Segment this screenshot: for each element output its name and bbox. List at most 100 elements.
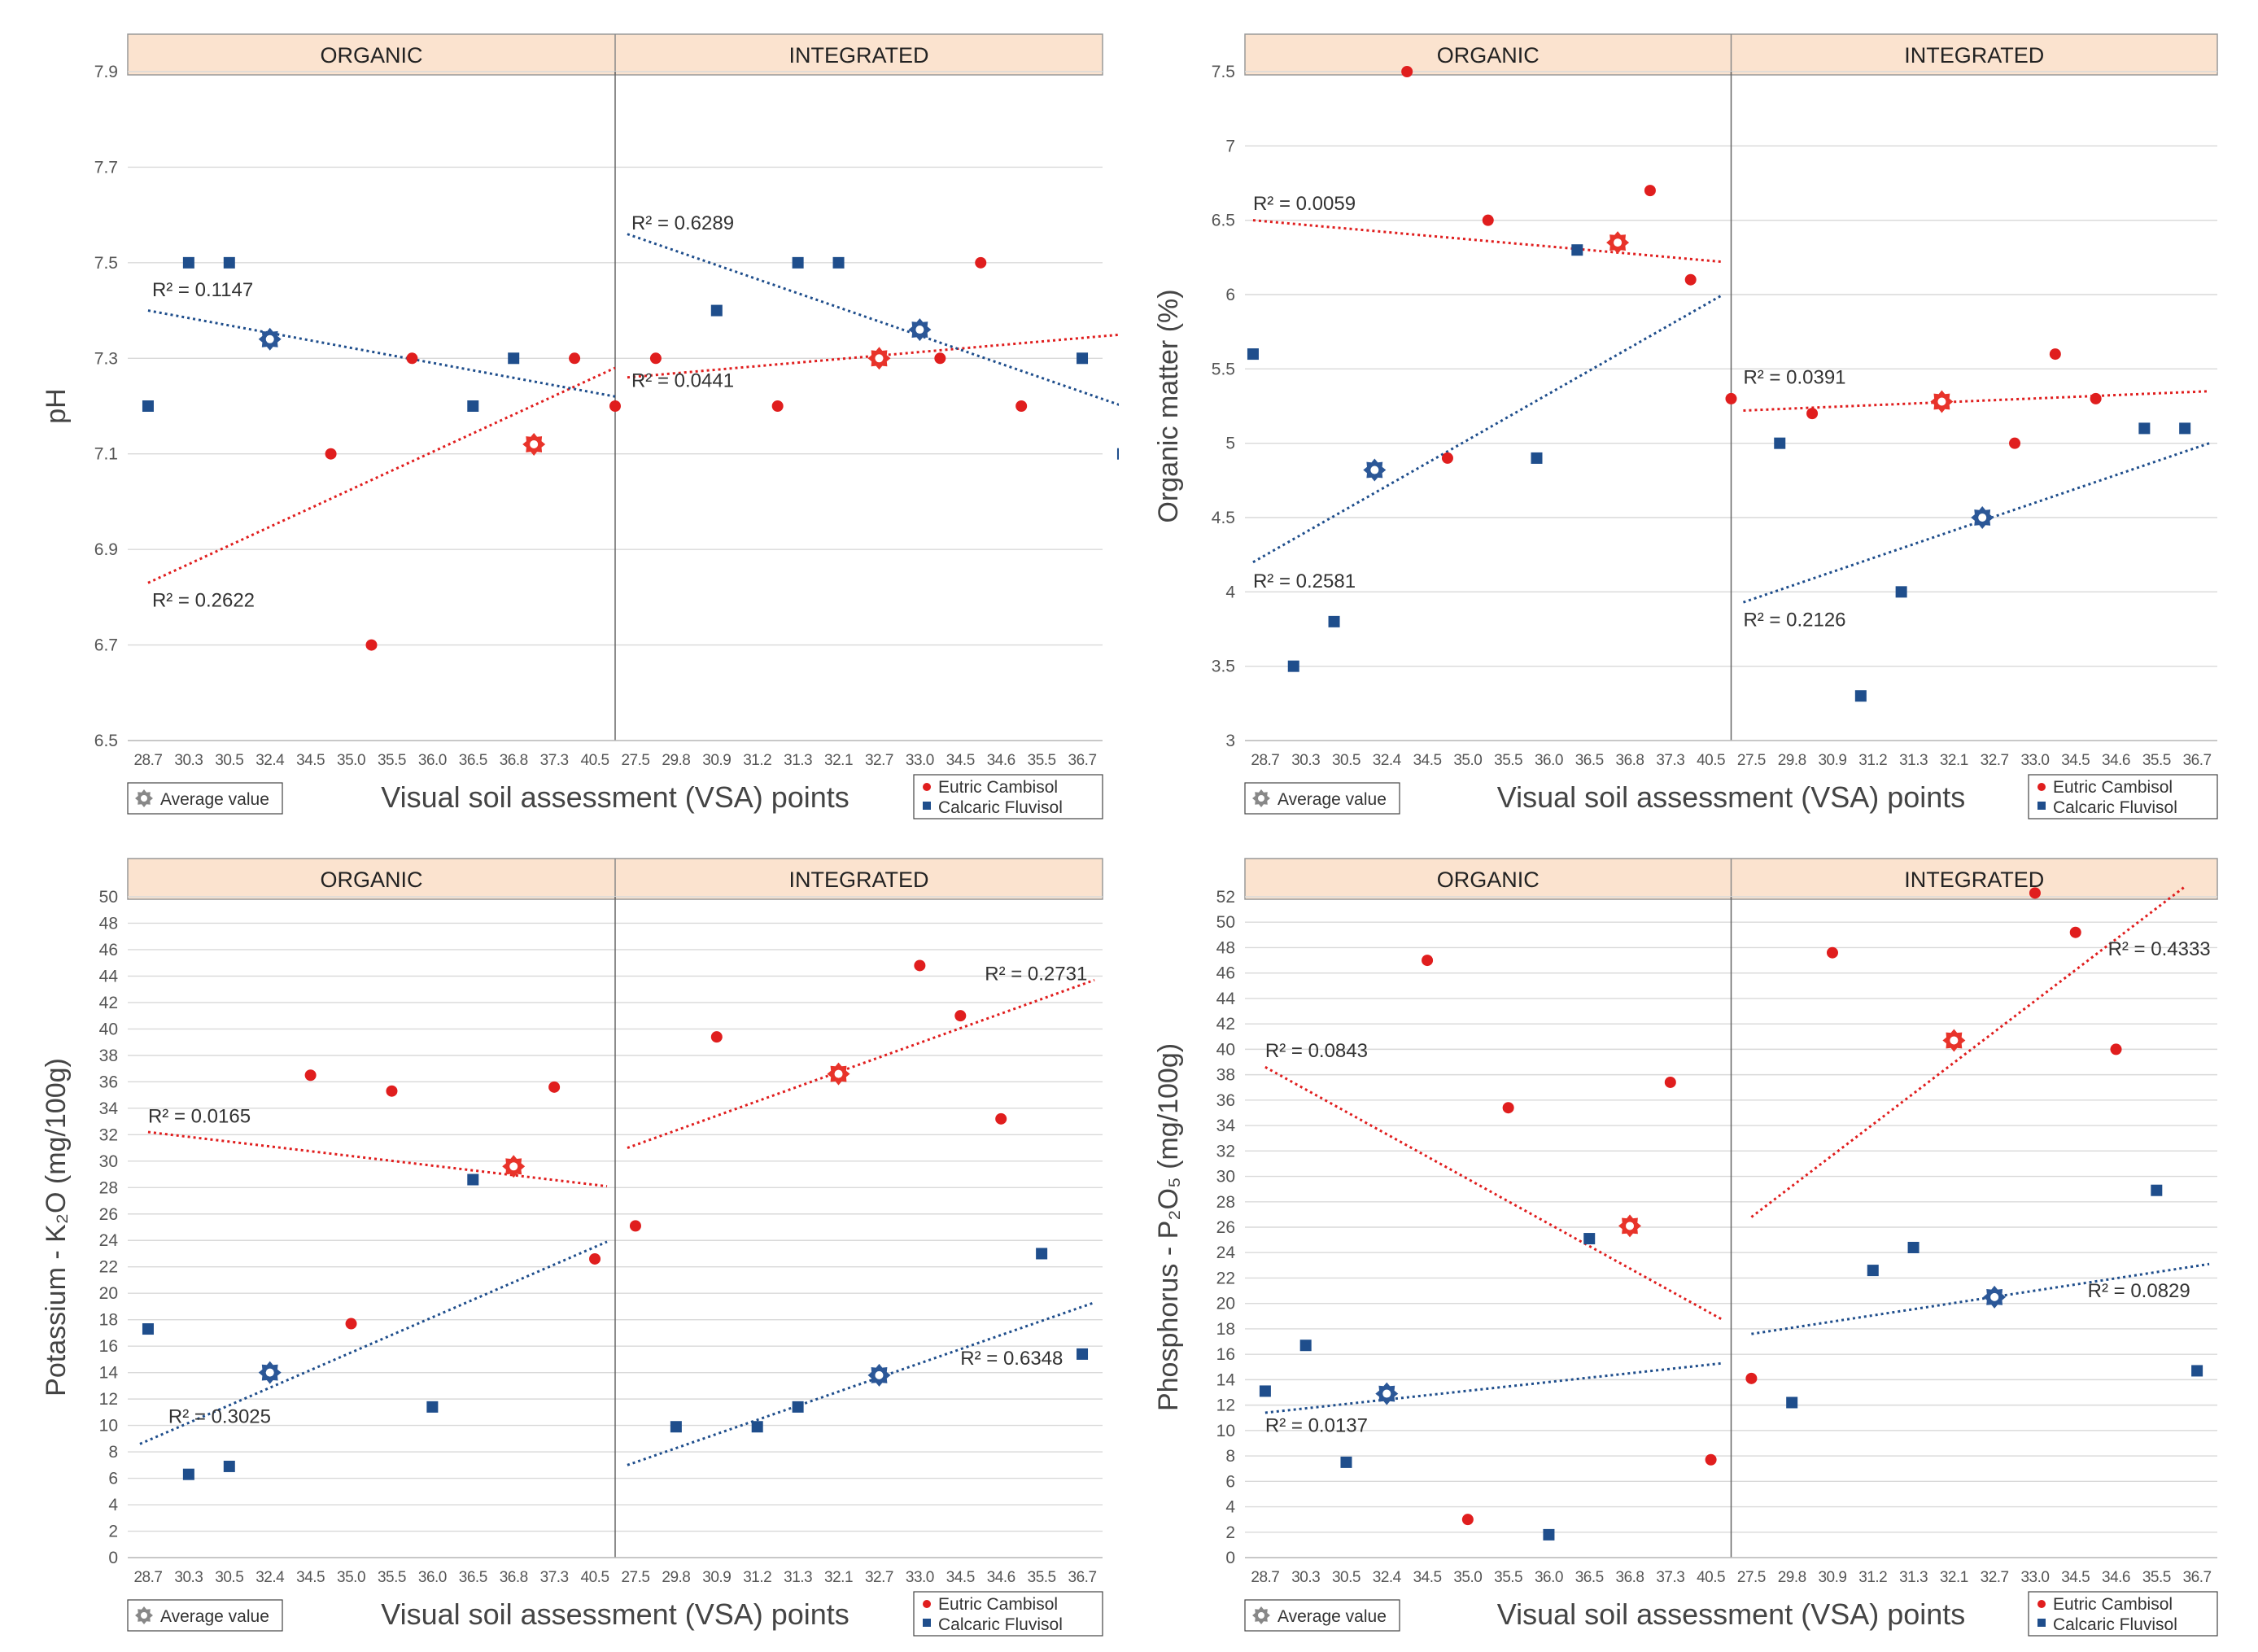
r-squared-label: R² = 0.6348 <box>960 1348 1063 1370</box>
panel-potassium: ORGANIC INTEGRATED 0 2 4 6 8 10 12 14 16 18 20 22 24 26… <box>0 822 1119 1648</box>
x-tick-label: 29.8 <box>1778 1569 1806 1586</box>
average-marker-icon <box>1618 1214 1641 1238</box>
data-point-eutric <box>2110 1043 2122 1055</box>
x-tick-label: 31.3 <box>784 1569 812 1586</box>
data-point-eutric <box>1401 66 1413 77</box>
trendline <box>1743 390 2210 412</box>
x-tick-label: 34.5 <box>296 752 325 769</box>
data-point-calcaric <box>1531 452 1543 464</box>
x-tick-label: 36.7 <box>1068 1569 1097 1586</box>
chart-organic-matter: ORGANIC INTEGRATED 3 3.5 4 4.5 5 5.5 6 6.5 7 7.5 28.… <box>1153 33 2218 819</box>
data-point-calcaric <box>142 1323 154 1335</box>
r-squared-label: R² = 0.3025 <box>168 1405 271 1427</box>
data-point-calcaric <box>1543 1528 1555 1541</box>
x-tick-label: 32.7 <box>1981 1569 2009 1586</box>
y-tick-label: 22 <box>99 1258 118 1277</box>
gear-hole <box>1626 1222 1635 1230</box>
average-marker-icon <box>1375 1382 1399 1405</box>
data-point-calcaric <box>2191 1365 2203 1377</box>
data-point-calcaric <box>1583 1233 1596 1245</box>
y-tick-label: 34 <box>1216 1117 1236 1135</box>
r-squared-label: R² = 0.4333 <box>2108 938 2211 960</box>
y-tick-label: 26 <box>99 1205 118 1224</box>
y-tick-label: 6.5 <box>94 732 118 750</box>
x-axis-title: Visual soil assessment (VSA) points <box>381 780 849 814</box>
r-squared-label: R² = 0.2622 <box>152 590 255 612</box>
data-point-eutric <box>569 352 581 365</box>
section-label-integrated: INTEGRATED <box>788 43 928 68</box>
y-tick-label: 7.1 <box>94 445 118 464</box>
x-tick-label: 36.0 <box>1535 1569 1563 1586</box>
data-point-eutric <box>2069 926 2081 938</box>
section-label-organic: ORGANIC <box>320 868 422 892</box>
y-tick-label: 22 <box>1216 1269 1235 1287</box>
x-tick-label: 31.2 <box>743 1569 771 1586</box>
data-point-eutric <box>1482 214 1494 226</box>
x-axis-title: Visual soil assessment (VSA) points <box>1497 1597 1966 1631</box>
x-tick-label: 36.0 <box>418 752 447 769</box>
x-tick-label: 31.3 <box>1899 752 1928 769</box>
y-tick-label: 6.5 <box>1212 212 1235 230</box>
gear-hole <box>265 1368 274 1377</box>
x-tick-label: 31.2 <box>1858 1569 1887 1586</box>
average-marker-icon <box>258 327 282 351</box>
x-tick-label: 40.5 <box>1697 1569 1725 1586</box>
data-point-calcaric <box>223 1460 235 1472</box>
gear-hole <box>530 439 539 448</box>
trendline <box>627 1301 1095 1466</box>
legend-average-box <box>1244 782 1400 815</box>
legend-calcaric-label: Calcaric Fluvisol <box>2053 1615 2177 1634</box>
x-tick-label: 40.5 <box>1697 752 1725 769</box>
y-tick-label: 14 <box>99 1364 119 1383</box>
y-tick-label: 0 <box>1225 1549 1235 1567</box>
x-tick-label: 34.6 <box>2102 1569 2130 1586</box>
x-tick-label: 27.5 <box>621 1569 649 1586</box>
data-point-calcaric <box>670 1421 682 1433</box>
y-tick-label: 6 <box>1225 286 1235 304</box>
x-tick-label: 35.0 <box>337 752 365 769</box>
data-point-calcaric <box>792 256 804 269</box>
gear-hole <box>1370 465 1379 474</box>
x-tick-label: 40.5 <box>581 1569 609 1586</box>
panel-phosphorus: ORGANIC INTEGRATED 0 2 4 6 8 10 12 14 16 18 20 22 24 26… <box>1119 822 2258 1648</box>
y-tick-label: 4 <box>1225 1498 1235 1517</box>
average-marker-icon <box>827 1062 850 1086</box>
y-tick-label: 12 <box>99 1390 118 1409</box>
gear-hole <box>509 1162 518 1171</box>
r-squared-label: R² = 0.6289 <box>631 212 734 234</box>
y-tick-label: 26 <box>1216 1218 1235 1237</box>
data-point-calcaric <box>2151 1184 2163 1196</box>
y-axis-title: Phosphorus - P₂O₅ (mg/100g) <box>1153 1043 1184 1411</box>
data-point-calcaric <box>467 400 479 412</box>
x-tick-label: 35.5 <box>1494 1569 1522 1586</box>
x-tick-label: 35.5 <box>1028 1569 1056 1586</box>
x-tick-label: 36.5 <box>459 1569 487 1586</box>
x-tick-label: 34.5 <box>1413 1569 1442 1586</box>
x-tick-label: 27.5 <box>1737 752 1766 769</box>
legend-average-label: Average value <box>1277 1607 1387 1626</box>
y-tick-label: 6.9 <box>94 540 118 559</box>
data-point-eutric <box>975 256 987 269</box>
r-squared-label: R² = 0.0829 <box>2088 1280 2190 1302</box>
x-tick-label: 33.0 <box>2020 752 2049 769</box>
data-point-calcaric <box>1786 1396 1798 1409</box>
data-point-calcaric <box>2179 422 2191 435</box>
x-tick-label: 34.5 <box>2061 1569 2090 1586</box>
trendline <box>1264 1361 1723 1414</box>
y-tick-label: 8 <box>108 1443 118 1462</box>
data-point-eutric <box>649 352 662 365</box>
legend-average-box <box>127 1599 283 1632</box>
legend-marker-eutric <box>923 783 931 791</box>
x-tick-label: 34.5 <box>2061 752 2090 769</box>
x-tick-label: 31.3 <box>1899 1569 1928 1586</box>
data-point-eutric <box>2049 348 2061 361</box>
y-tick-label: 10 <box>99 1417 118 1436</box>
y-tick-label: 44 <box>1216 990 1236 1008</box>
data-point-calcaric <box>1867 1265 1879 1277</box>
x-tick-label: 34.5 <box>1413 752 1442 769</box>
gear-hole <box>875 354 884 363</box>
data-point-eutric <box>2009 437 2021 449</box>
data-point-eutric <box>934 352 946 365</box>
